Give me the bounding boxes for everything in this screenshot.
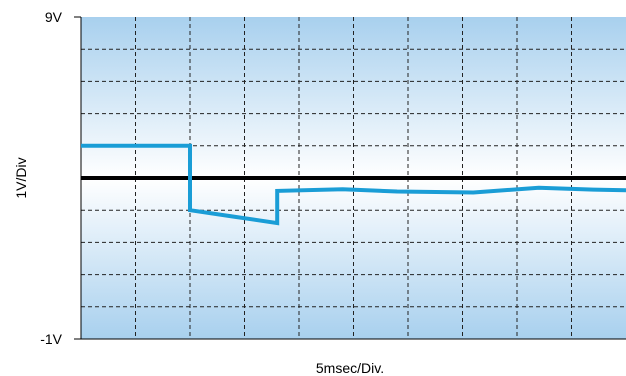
y-tick-label-bottom: -1V bbox=[40, 331, 62, 347]
y-tick-label-top: 9V bbox=[45, 9, 63, 25]
y-axis-title: 1V/Div bbox=[13, 157, 29, 198]
x-axis-title: 5msec/Div. bbox=[316, 360, 384, 376]
signal-trace bbox=[81, 143, 626, 226]
